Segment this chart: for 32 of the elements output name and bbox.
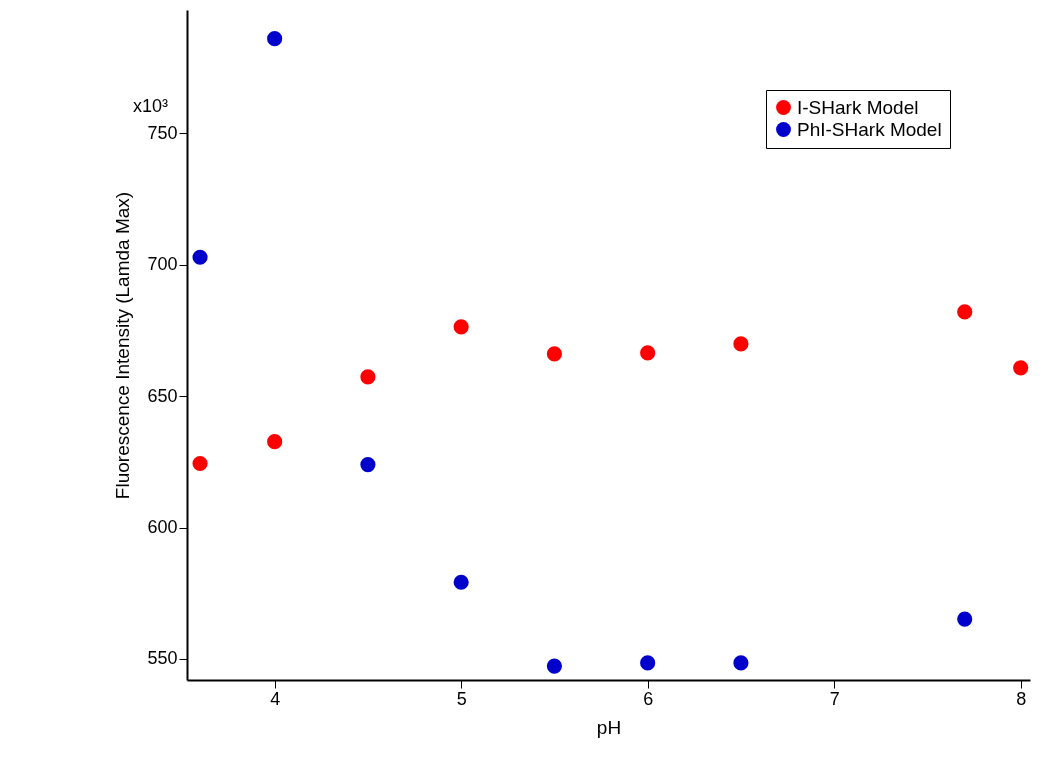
point bbox=[640, 655, 656, 671]
point bbox=[1013, 360, 1029, 376]
point bbox=[192, 455, 208, 472]
point bbox=[360, 369, 376, 385]
x-axis-title: pH bbox=[596, 716, 622, 738]
point bbox=[453, 319, 469, 335]
point bbox=[733, 655, 749, 671]
point bbox=[360, 456, 376, 473]
x-tick-label: 7 bbox=[829, 688, 840, 709]
point bbox=[453, 574, 469, 590]
point bbox=[733, 336, 749, 352]
y-tick-label: 600 bbox=[147, 517, 178, 538]
point bbox=[640, 345, 656, 361]
point bbox=[957, 611, 973, 627]
point bbox=[546, 658, 562, 674]
text: x10³ bbox=[133, 96, 169, 117]
y-axis-title: Fluorescence Intensity (Lamda Max) bbox=[112, 191, 134, 500]
y-tick-label: 750 bbox=[147, 122, 178, 143]
legend-label: I-SHark Model bbox=[797, 96, 919, 118]
legend-label: PhI-SHark Model bbox=[797, 118, 942, 140]
y-tick-label: 700 bbox=[147, 254, 178, 275]
y-tick-label: 650 bbox=[147, 385, 178, 406]
x-tick-label: 8 bbox=[1016, 688, 1027, 709]
point bbox=[267, 434, 283, 450]
x-tick-label: 4 bbox=[270, 688, 281, 709]
x-tick-label: 5 bbox=[456, 688, 467, 709]
x-tick-label: 6 bbox=[643, 688, 654, 709]
point bbox=[192, 249, 208, 265]
point bbox=[267, 31, 283, 47]
y-tick-label: 550 bbox=[147, 648, 178, 669]
point bbox=[957, 304, 973, 320]
point bbox=[546, 346, 562, 362]
